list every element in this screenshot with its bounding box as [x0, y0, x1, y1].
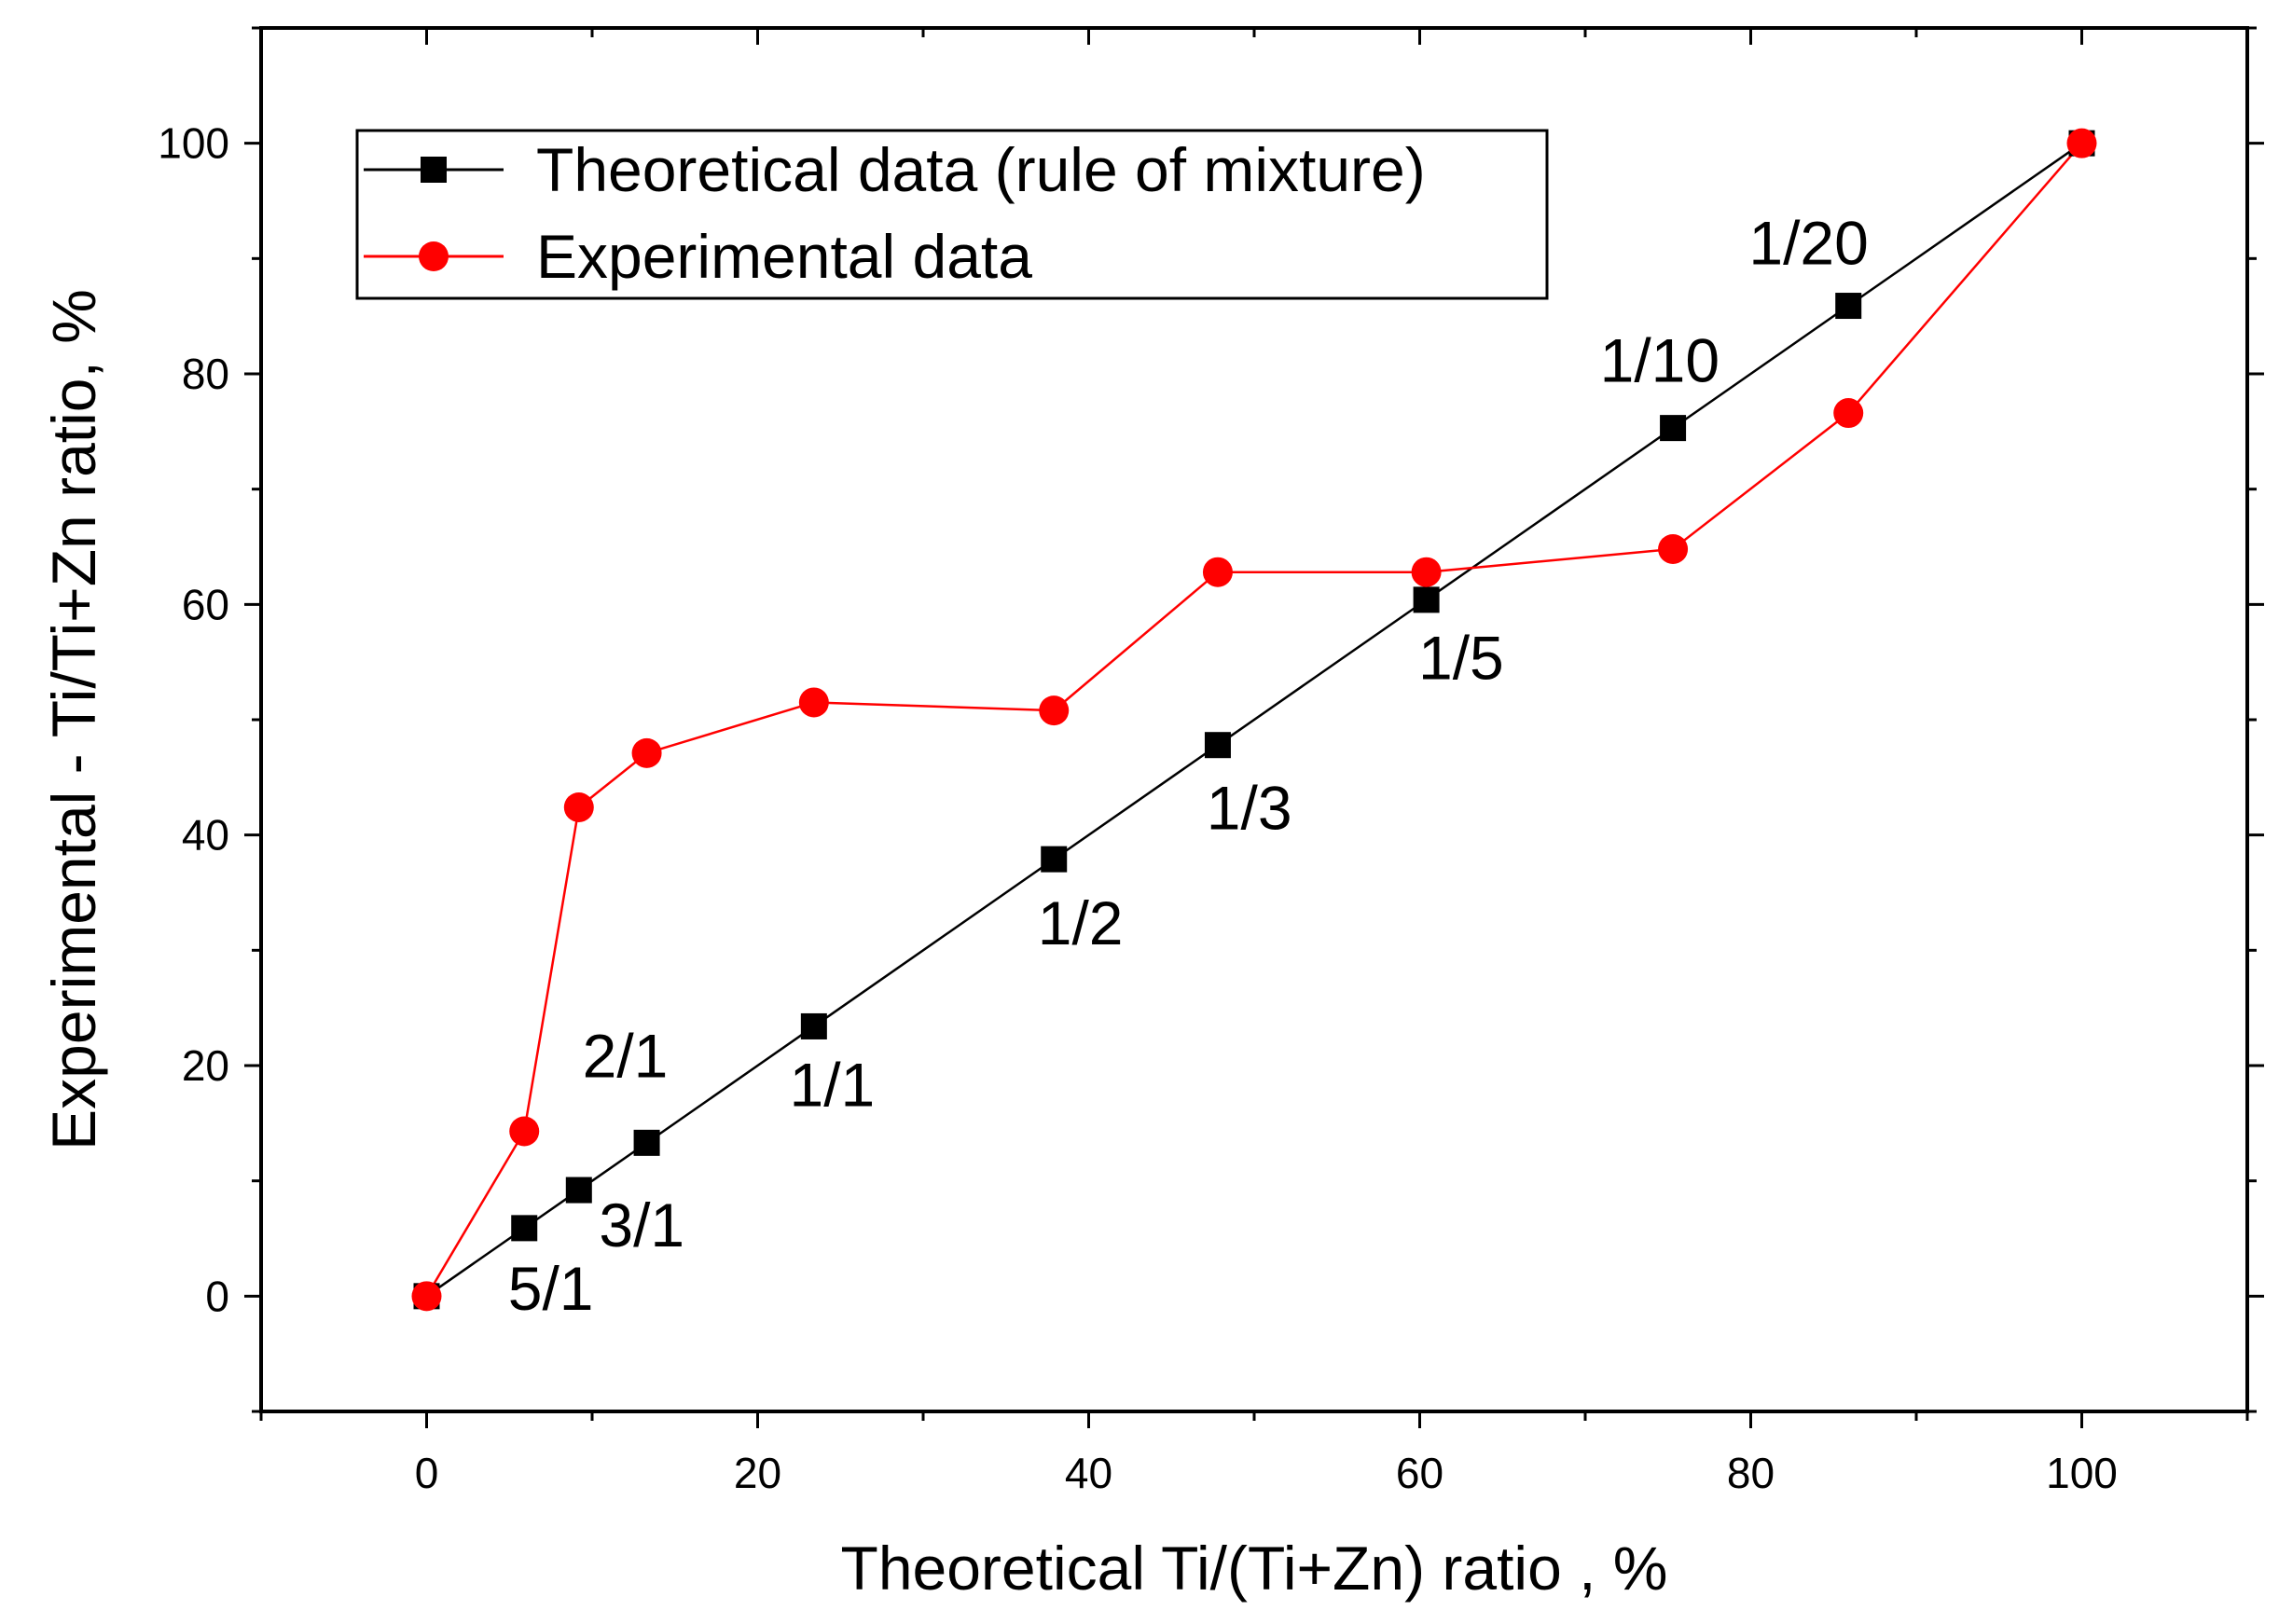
y-tick-label: 40	[182, 811, 229, 860]
data-point-theoretical	[1041, 846, 1068, 873]
y-axis-title: Experimental - Ti/Ti+Zn ratio, %	[39, 289, 108, 1150]
ratio-annotation: 1/3	[1207, 773, 1292, 842]
data-point-experimental	[563, 791, 594, 822]
x-tick-label: 0	[415, 1449, 439, 1497]
y-tick-label: 0	[205, 1272, 229, 1320]
x-tick-label: 80	[1727, 1449, 1775, 1497]
data-point-experimental	[631, 737, 662, 768]
ratio-annotation: 1/5	[1418, 624, 1504, 693]
data-point-theoretical	[800, 1012, 827, 1039]
legend-marker-theoretical	[421, 157, 447, 183]
legend-label-experimental: Experimental data	[536, 222, 1032, 291]
data-point-experimental	[1833, 398, 1864, 429]
plot-frame	[259, 26, 2249, 1413]
ratio-annotation: 1/2	[1038, 888, 1124, 957]
data-point-theoretical	[1413, 586, 1440, 613]
data-point-theoretical	[633, 1129, 660, 1156]
legend-label-theoretical: Theoretical data (rule of mixture)	[536, 135, 1426, 204]
ratio-annotation: 5/1	[508, 1254, 594, 1323]
axis-ticks: 0 20 40 60 80 100 0 20 40 60 80 100	[158, 26, 2264, 1497]
data-point-experimental	[411, 1281, 442, 1312]
legend: Theoretical data (rule of mixture) Exper…	[355, 129, 1549, 300]
data-point-experimental	[798, 687, 829, 718]
ratio-annotation: 3/1	[599, 1190, 684, 1259]
data-point-theoretical	[565, 1177, 592, 1204]
y-tick-label: 60	[182, 580, 229, 628]
y-tick-label: 20	[182, 1041, 229, 1090]
x-tick-label: 60	[1396, 1449, 1443, 1497]
x-axis-title: Theoretical Ti/(Ti+Zn) ratio , %	[841, 1534, 1668, 1603]
data-point-experimental	[2066, 128, 2097, 158]
y-tick-label: 100	[158, 119, 229, 168]
data-point-experimental	[1411, 557, 1442, 587]
x-tick-label: 40	[1065, 1449, 1112, 1497]
ratio-annotation: 2/1	[583, 1021, 669, 1090]
data-point-theoretical	[511, 1215, 538, 1242]
data-point-experimental	[509, 1116, 540, 1147]
chart-marks	[411, 128, 2097, 1312]
x-tick-label: 20	[734, 1449, 781, 1497]
ratio-annotation: 1/20	[1748, 209, 1868, 278]
data-point-experimental	[1039, 695, 1070, 726]
y-tick-label: 80	[182, 350, 229, 398]
ratio-annotation: 1/10	[1600, 326, 1720, 395]
x-tick-label: 100	[2046, 1449, 2118, 1497]
data-point-theoretical	[1835, 293, 1862, 320]
legend-marker-experimental	[419, 241, 449, 271]
ratio-annotation: 1/1	[790, 1050, 876, 1119]
data-point-theoretical	[1660, 415, 1687, 442]
data-point-theoretical	[1204, 732, 1231, 759]
data-point-experimental	[1202, 557, 1233, 587]
legend-box	[355, 129, 1549, 300]
point-annotations: 5/13/1 2/1 1/1 1/2 1/3 1/5 1/10 1/20	[508, 209, 1869, 1324]
data-point-experimental	[1658, 533, 1689, 564]
